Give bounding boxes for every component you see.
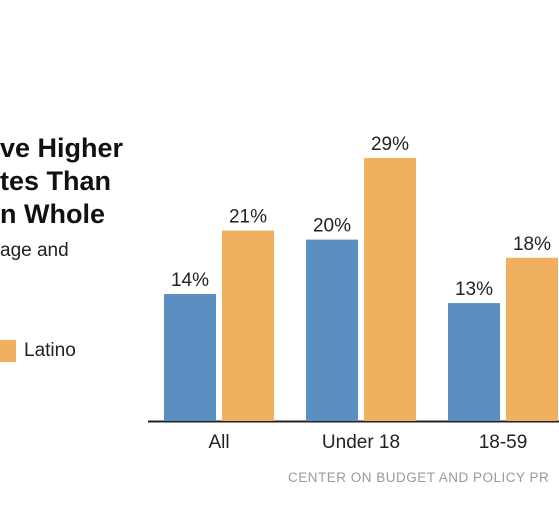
x-tick-label-under-18: Under 18 <box>322 432 400 453</box>
source-footer: CENTER ON BUDGET AND POLICY PR <box>288 470 550 485</box>
bar-under-18-series-1 <box>306 239 358 421</box>
x-tick-label-all: All <box>208 432 229 453</box>
x-tick-label-18-59: 18-59 <box>479 432 528 453</box>
bar-chart: 14% 21% All 20% 29% Under 18 13% 18% 18-59 <box>148 134 559 453</box>
data-label-all-series-2: 21% <box>229 207 267 228</box>
chart-title-line-3: n Whole <box>0 199 105 229</box>
legend-swatch-latino <box>0 340 16 362</box>
bar-18-59-series-2 <box>506 257 558 421</box>
chart-title-line-2: tes Than <box>0 166 112 196</box>
data-label-18-59-series-2: 18% <box>513 234 551 255</box>
bar-under-18-series-2 <box>364 158 416 421</box>
bar-all-series-2 <box>222 230 274 421</box>
data-label-all-series-1: 14% <box>171 270 209 291</box>
chart-title-line-1: ve Higher <box>0 133 124 163</box>
chart-title: ve Higher tes Than n Whole <box>0 132 123 231</box>
data-label-under-18-series-2: 29% <box>371 134 409 155</box>
legend-label-latino: Latino <box>24 340 76 361</box>
legend: Latino <box>0 340 76 362</box>
bar-all-series-1 <box>164 294 216 421</box>
bar-18-59-series-1 <box>448 303 500 421</box>
chart-subtitle: age and <box>0 240 69 261</box>
data-label-under-18-series-1: 20% <box>313 216 351 237</box>
data-label-18-59-series-1: 13% <box>455 279 493 300</box>
